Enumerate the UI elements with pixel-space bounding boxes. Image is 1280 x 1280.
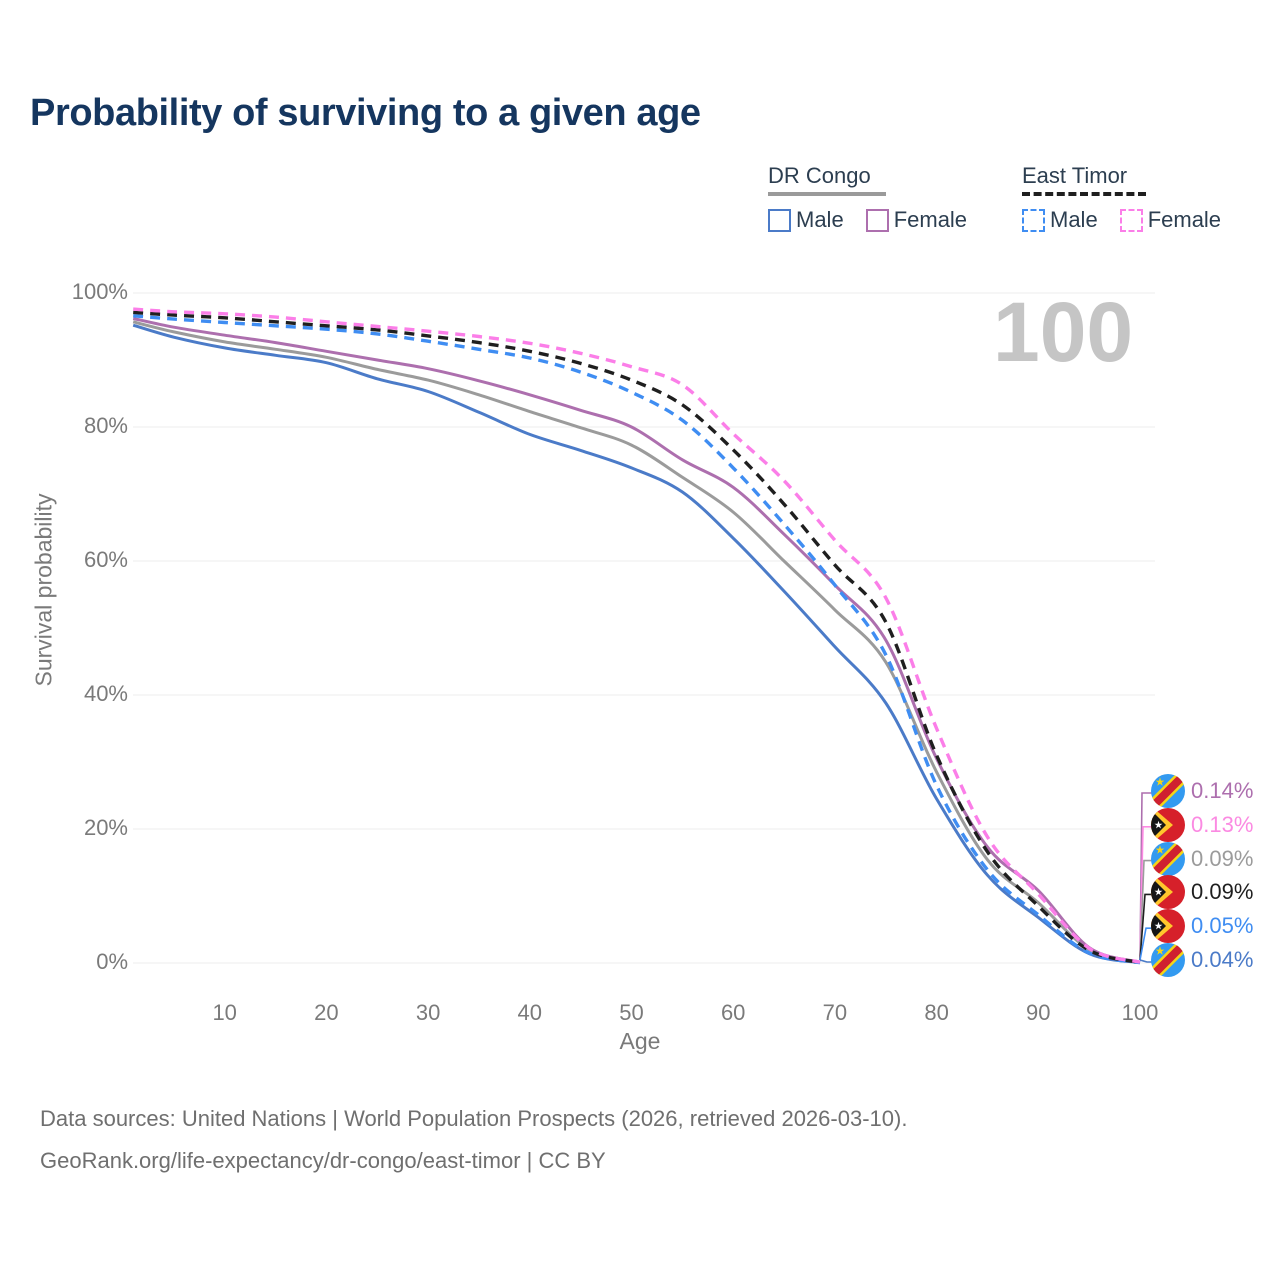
x-tick-label: 30 [415, 1000, 441, 1025]
flag-icon-wrap [1151, 807, 1185, 842]
x-tick-label: 80 [924, 1000, 949, 1025]
hover-age-watermark: 100 [993, 285, 1134, 379]
end-value-text: 0.13% [1191, 811, 1254, 837]
dr-congo-flag-icon [1151, 943, 1185, 977]
series-line-dr-congo-male [132, 323, 1141, 965]
legend-item-label: Male [796, 207, 844, 232]
legend-group-east-timor: East Timor Male Female [1022, 163, 1221, 233]
series-line-east-timor-both-sexes [133, 310, 1141, 965]
checkbox-icon[interactable] [768, 208, 791, 232]
x-tick-label: 60 [720, 1000, 746, 1025]
legend-item-label: Female [1147, 207, 1222, 232]
legend-item-label: Male [1050, 207, 1098, 232]
east-timor-flag-icon [1151, 909, 1185, 944]
legend-header-dr-congo[interactable]: DR Congo [768, 163, 871, 188]
end-value-label-dr-congo-female: 0.14% [1151, 774, 1253, 808]
y-tick-label: 20% [83, 815, 128, 840]
x-axis-title: Age [619, 1028, 661, 1054]
y-tick-label: 100% [71, 279, 128, 304]
legend-header-east-timor[interactable]: East Timor [1022, 163, 1128, 188]
flag-icon-wrap [1151, 943, 1185, 977]
y-axis-title: Survival probability [30, 493, 57, 687]
data-source-line: Data sources: United Nations | World Pop… [40, 1106, 908, 1131]
x-tick-label: 70 [822, 1000, 848, 1025]
legend-item-east-timor-male[interactable]: Male [1022, 207, 1098, 233]
end-value-label-east-timor-female: 0.13% [1151, 807, 1254, 842]
x-tick-label: 10 [212, 1000, 237, 1025]
flag-icon-wrap [1151, 841, 1185, 876]
legend-underline-dr-congo [768, 192, 886, 196]
flag-icon-wrap [1151, 875, 1185, 910]
y-tick-label: 0% [96, 949, 128, 974]
series-line-east-timor-male [133, 314, 1141, 965]
end-value-text: 0.09% [1191, 845, 1254, 871]
legend-item-dr-congo-female[interactable]: Female [865, 207, 968, 233]
checkbox-icon[interactable] [1119, 208, 1143, 232]
x-tick-label: 90 [1026, 1000, 1051, 1025]
east-timor-flag-icon [1151, 807, 1185, 842]
end-value-text: 0.14% [1191, 778, 1254, 803]
east-timor-flag-icon [1151, 875, 1185, 910]
y-tick-label: 60% [83, 547, 128, 572]
dr-congo-flag-icon [1151, 841, 1185, 876]
end-value-label-east-timor-both-sexes: 0.09% [1151, 875, 1254, 910]
end-value-text: 0.05% [1191, 913, 1254, 939]
legend-item-dr-congo-male[interactable]: Male [768, 207, 844, 233]
end-value-label-dr-congo-male: 0.04% [1151, 943, 1253, 977]
end-value-text: 0.09% [1191, 879, 1254, 905]
x-tick-label: 20 [314, 1000, 339, 1025]
y-tick-label: 80% [83, 413, 128, 438]
flag-icon-wrap [1151, 909, 1185, 944]
dr-congo-flag-icon [1151, 774, 1185, 808]
legend-item-east-timor-female[interactable]: Female [1119, 207, 1222, 233]
legend-group-dr-congo: DR Congo Male Female [768, 163, 967, 233]
end-value-text: 0.04% [1191, 947, 1254, 972]
checkbox-icon[interactable] [865, 208, 889, 232]
checkbox-icon[interactable] [1022, 208, 1045, 232]
legend-underline-east-timor [1022, 192, 1146, 196]
flag-icon-wrap [1151, 774, 1185, 808]
x-tick-label: 50 [619, 1000, 644, 1025]
end-value-label-dr-congo-both-sexes: 0.09% [1151, 841, 1254, 876]
series-line-dr-congo-female [132, 317, 1141, 964]
attribution-line: GeoRank.org/life-expectancy/dr-congo/eas… [40, 1148, 606, 1173]
page-title: Probability of surviving to a given age [30, 92, 701, 134]
x-tick-label: 40 [517, 1000, 543, 1025]
series-line-east-timor-female [133, 307, 1141, 964]
x-tick-label: 100 [1121, 1000, 1159, 1025]
end-value-label-east-timor-male: 0.05% [1151, 909, 1254, 944]
series-line-dr-congo-both-sexes [132, 320, 1141, 964]
legend-item-label: Female [893, 207, 968, 232]
y-tick-label: 40% [83, 681, 128, 706]
